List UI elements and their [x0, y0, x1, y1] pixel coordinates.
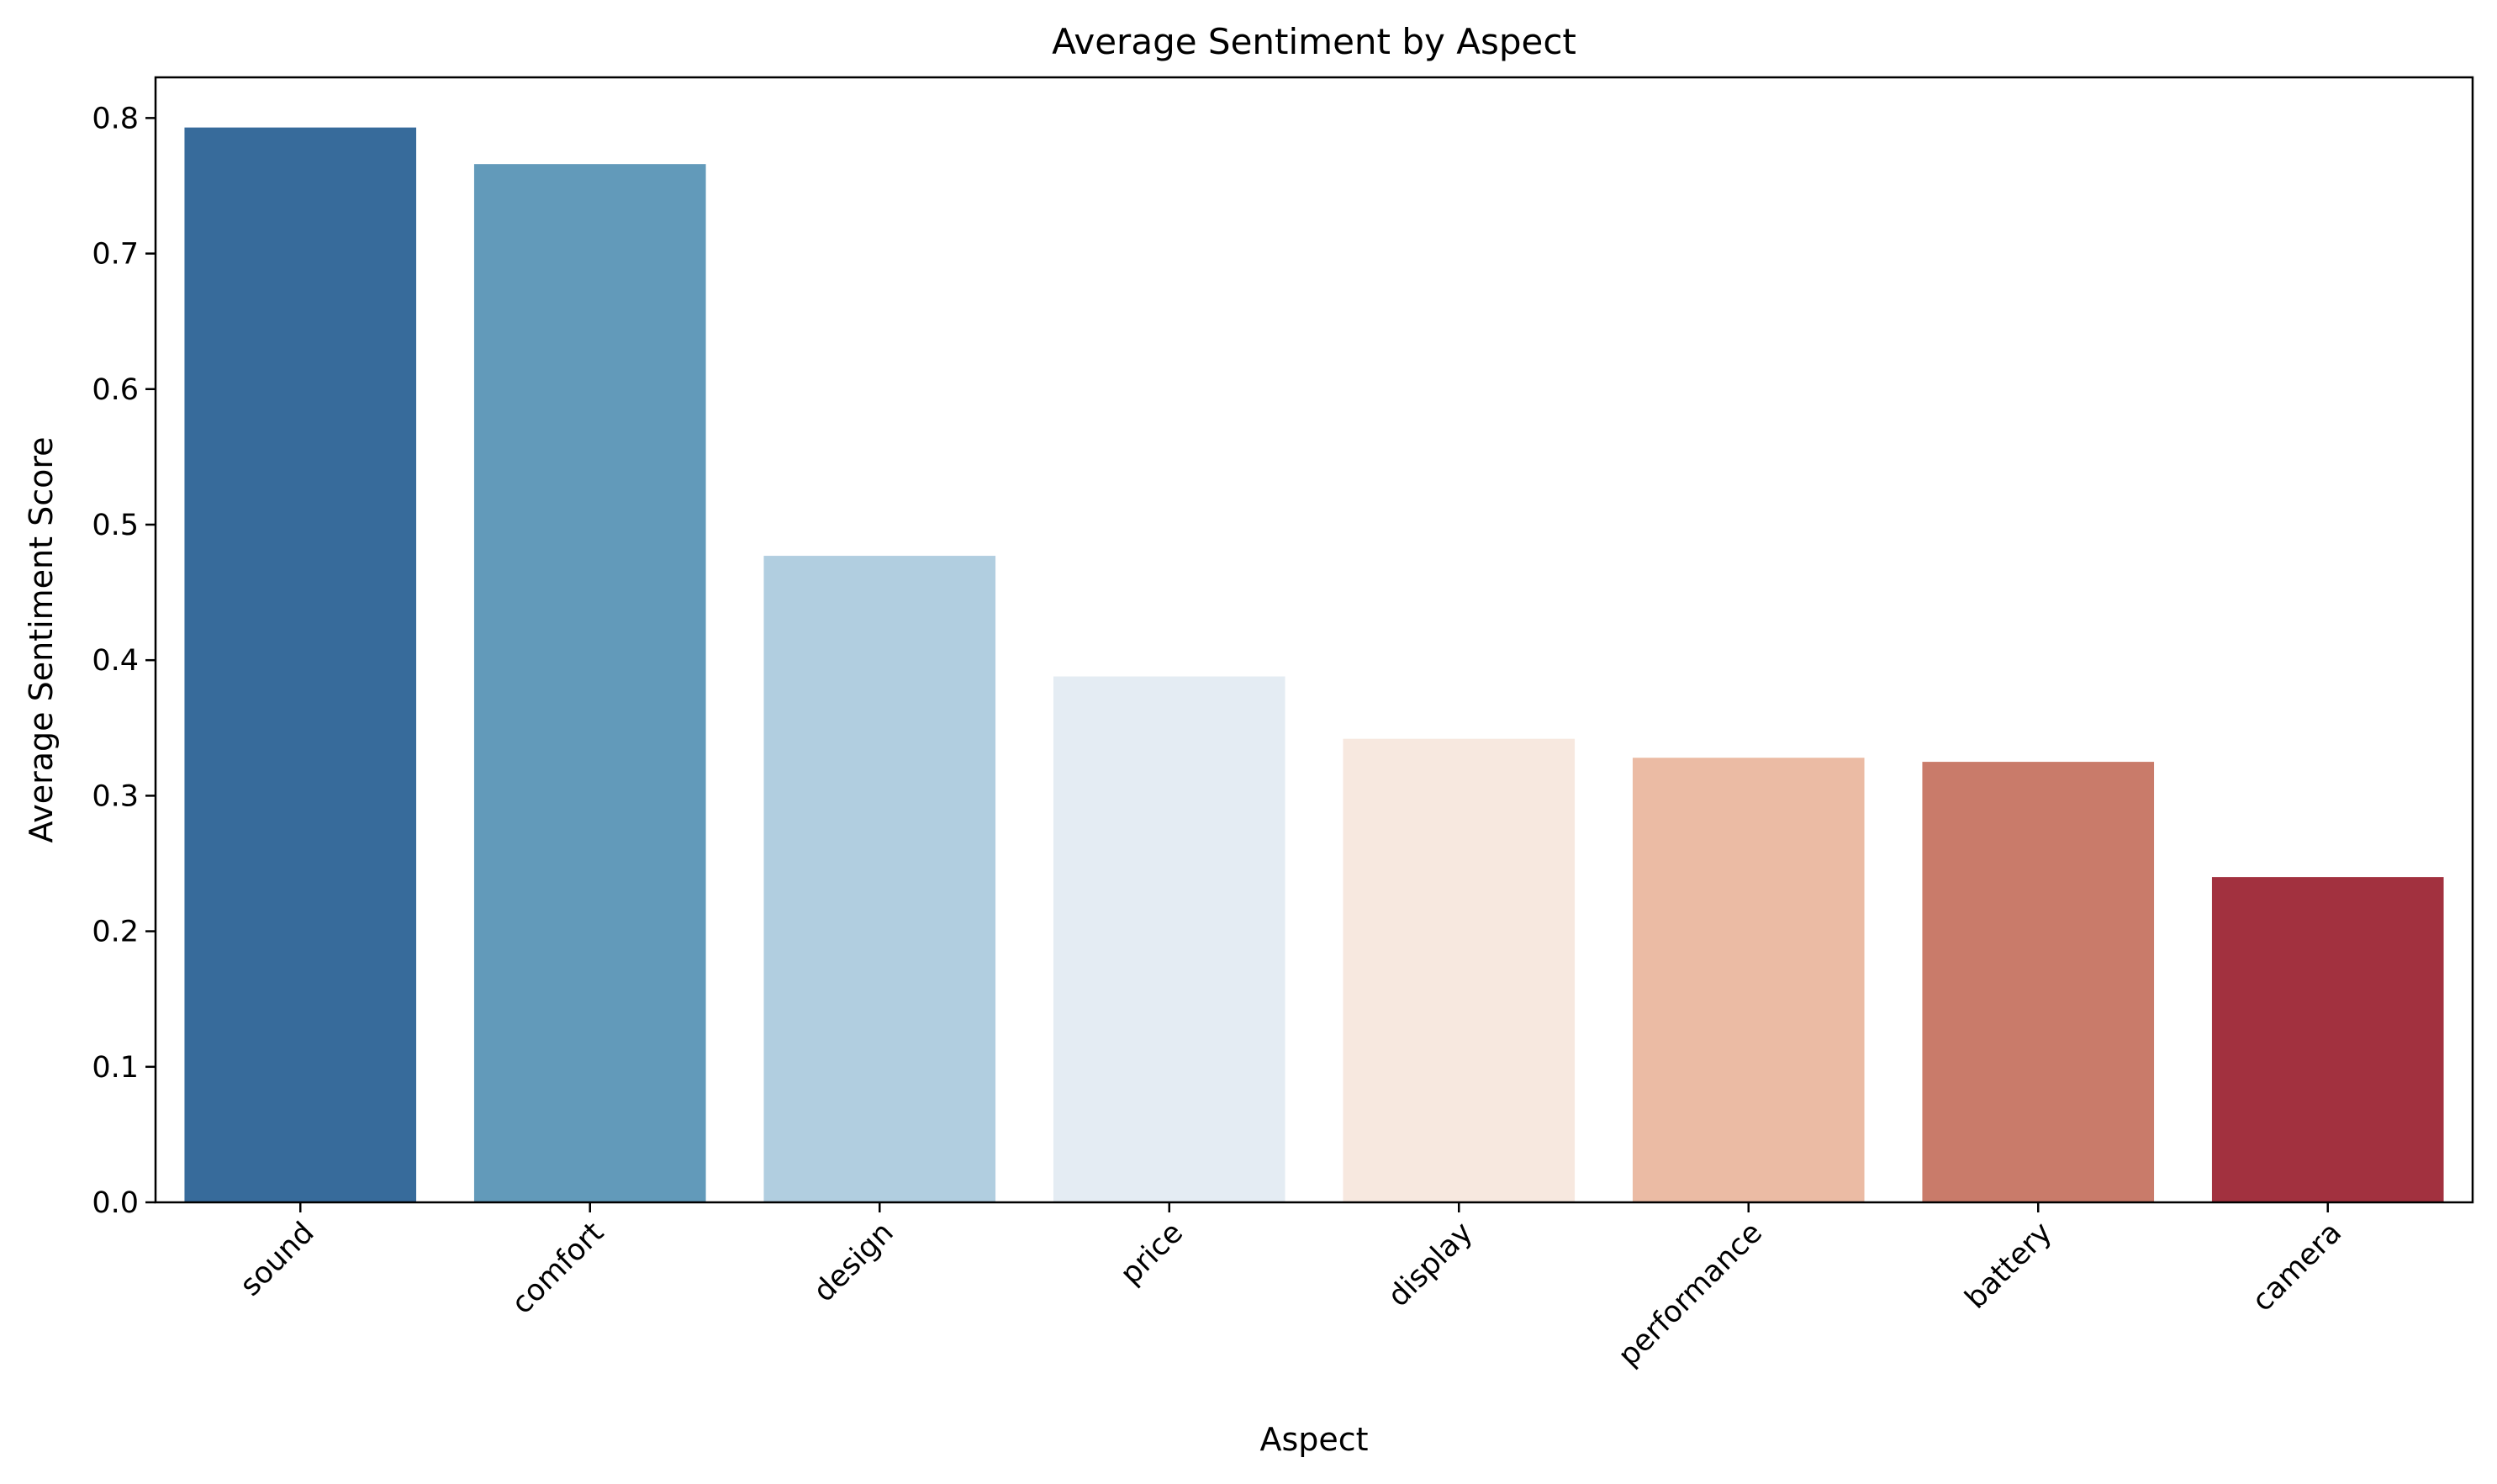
- x-tick-label-price: price: [1114, 1216, 1190, 1291]
- plot-frame: [154, 76, 2474, 1204]
- y-tick-label: 0.8: [92, 102, 139, 135]
- y-axis-label: Average Sentiment Score: [23, 436, 60, 842]
- y-tick-label: 0.0: [92, 1186, 139, 1220]
- y-axis: 0.0 0.1 0.2 0.3 0.4 0.5 0.6 0.7 0.8: [92, 102, 156, 1220]
- bar-price: [1053, 676, 1285, 1202]
- x-tick-label-sound: sound: [234, 1216, 320, 1302]
- bar-comfort: [473, 164, 706, 1202]
- y-tick-label: 0.4: [92, 644, 139, 678]
- x-tick-label-design: design: [807, 1216, 900, 1308]
- y-tick-label: 0.6: [92, 373, 139, 407]
- x-tick-label-performance: performance: [1612, 1216, 1769, 1373]
- x-tick-label-battery: battery: [1959, 1216, 2059, 1316]
- bar-battery: [1922, 762, 2155, 1202]
- bar-performance: [1632, 758, 1865, 1202]
- bar-camera: [2211, 877, 2444, 1202]
- chart-title: Average Sentiment by Aspect: [1052, 21, 1576, 62]
- bar-design: [763, 556, 996, 1202]
- x-tick-label-comfort: comfort: [505, 1216, 610, 1321]
- x-tick-label-display: display: [1381, 1216, 1479, 1313]
- y-tick-label: 0.2: [92, 916, 139, 949]
- x-tick-label-camera: camera: [2246, 1216, 2348, 1318]
- bar-sound: [184, 127, 417, 1203]
- x-axis: sound comfort design price display performanc…: [234, 1202, 2348, 1373]
- y-tick-label: 0.3: [92, 779, 139, 813]
- bars-group: [184, 127, 2444, 1203]
- bar-display: [1343, 738, 1576, 1202]
- y-tick-label: 0.5: [92, 509, 139, 542]
- x-axis-label: Aspect: [1259, 1421, 1368, 1458]
- y-tick-label: 0.1: [92, 1051, 139, 1085]
- y-tick-label: 0.7: [92, 238, 139, 272]
